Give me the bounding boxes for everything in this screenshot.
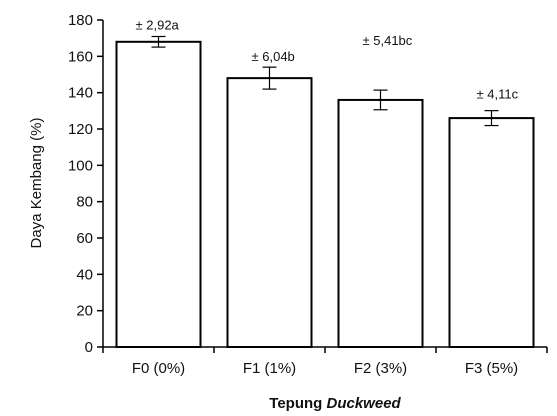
data-label-1: ± 6,04b — [252, 49, 295, 64]
x-tick-label: F2 (3%) — [354, 360, 407, 377]
x-tick-label: F1 (1%) — [243, 360, 296, 377]
x-axis-title: Tepung Duckweed — [269, 395, 401, 412]
y-tick-label: 60 — [76, 230, 93, 247]
error-bars — [151, 35, 499, 127]
x-tick-label: F3 (5%) — [465, 360, 518, 377]
y-tick-label: 160 — [68, 48, 93, 65]
x-tick-label: F0 (0%) — [132, 360, 185, 377]
y-tick-label: 20 — [76, 303, 93, 320]
bar-1 — [226, 77, 313, 348]
bar-2 — [337, 98, 424, 348]
data-label-0: ± 2,92a — [136, 17, 180, 32]
y-axis-title: Daya Kembang (%) — [28, 118, 45, 249]
y-tick-label: 80 — [76, 194, 93, 211]
y-tick-label: 40 — [76, 266, 93, 283]
bar-3 — [448, 117, 535, 348]
data-labels: ± 2,92a ± 6,04b ± 5,41bc ± 4,11c — [136, 17, 519, 101]
y-tick-label: 100 — [68, 157, 93, 174]
x-axis-title-emphasis: Duckweed — [327, 395, 402, 412]
data-label-2: ± 5,41bc — [363, 33, 413, 48]
y-tick-label: 180 — [68, 12, 93, 29]
bar-0 — [115, 40, 202, 349]
y-tick-label: 140 — [68, 85, 93, 102]
x-axis-title-prefix: Tepung — [269, 395, 326, 412]
y-tick-label: 120 — [68, 121, 93, 138]
data-label-3: ± 4,11c — [477, 87, 519, 102]
y-tick-label: 0 — [85, 339, 93, 356]
bars — [115, 40, 535, 349]
x-axis: F0 (0%) F1 (1%) F2 (3%) F3 (5%) — [102, 346, 548, 377]
y-axis: 0 20 40 60 80 100 120 140 160 180 — [68, 12, 104, 356]
